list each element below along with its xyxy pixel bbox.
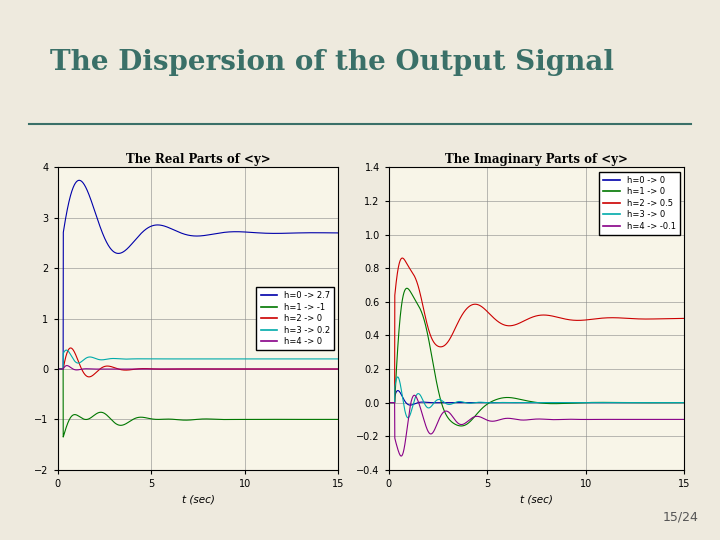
Legend: h=0 -> 2.7, h=1 -> -1, h=2 -> 0, h=3 -> 0.2, h=4 -> 0: h=0 -> 2.7, h=1 -> -1, h=2 -> 0, h=3 -> … xyxy=(256,287,334,350)
Text: The Dispersion of the Output Signal: The Dispersion of the Output Signal xyxy=(50,49,614,76)
X-axis label: t (sec): t (sec) xyxy=(181,495,215,504)
X-axis label: t (sec): t (sec) xyxy=(520,495,553,504)
Title: The Real Parts of <y>: The Real Parts of <y> xyxy=(126,153,270,166)
Legend: h=0 -> 0, h=1 -> 0, h=2 -> 0.5, h=3 -> 0, h=4 -> -0.1: h=0 -> 0, h=1 -> 0, h=2 -> 0.5, h=3 -> 0… xyxy=(599,172,680,235)
Title: The Imaginary Parts of <y>: The Imaginary Parts of <y> xyxy=(445,153,628,166)
Text: 15/24: 15/24 xyxy=(662,511,698,524)
